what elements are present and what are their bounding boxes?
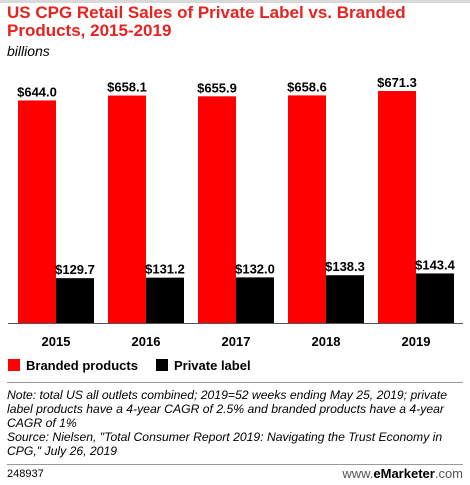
branded-value-label-2017: $655.9 [197, 80, 237, 95]
private-value-label-2016: $131.2 [145, 262, 185, 277]
branded-value-label-2016: $658.1 [107, 80, 147, 95]
note-text: Note: total US all outlets combined; 201… [7, 388, 448, 430]
private-value-label-2019: $143.4 [415, 257, 456, 272]
x-tick-label-2017: 2017 [222, 334, 251, 349]
branded-bar-2019 [378, 91, 416, 323]
private-bar-2015 [56, 278, 94, 323]
legend-item-branded: Branded products [8, 358, 138, 373]
x-tick-label-2016: 2016 [132, 334, 161, 349]
private-bar-2017 [236, 277, 274, 323]
x-tick-label-2019: 2019 [402, 334, 431, 349]
branded-value-label-2015: $644.0 [17, 84, 57, 99]
branded-bar-2017 [198, 96, 236, 324]
branded-value-label-2018: $658.6 [287, 79, 327, 94]
brand-name: eMarketer [373, 466, 435, 481]
x-tick-label-2018: 2018 [312, 334, 341, 349]
brand-prefix: www. [342, 466, 374, 481]
notes-block: Note: total US all outlets combined; 201… [7, 388, 469, 458]
private-value-label-2018: $138.3 [325, 259, 365, 274]
legend: Branded products Private label [8, 356, 269, 374]
branded-bar-2015 [18, 100, 56, 323]
brand-logo: www.eMarketer.com [342, 466, 463, 481]
private-bar-2019 [416, 273, 454, 323]
private-bar-2018 [326, 275, 364, 323]
legend-label-branded: Branded products [26, 357, 138, 373]
source-text: Source: Nielsen, "Total Consumer Report … [7, 430, 443, 458]
brand-suffix: .com [434, 466, 463, 481]
legend-item-private: Private label [155, 357, 251, 373]
chart-subtitle: billions [7, 43, 50, 59]
footer-divider [7, 464, 463, 465]
legend-swatch-private [155, 359, 168, 371]
chart-id: 248937 [7, 468, 44, 480]
top-rule [0, 0, 470, 3]
chart-title: US CPG Retail Sales of Private Label vs.… [7, 3, 406, 40]
private-value-label-2017: $132.0 [235, 261, 275, 276]
bar-chart: $644.0 $129.7 2015 $658.1 $131.2 2016 $655.9 $1… [8, 75, 463, 349]
notes-divider [7, 382, 463, 383]
private-value-label-2015: $129.7 [55, 262, 95, 277]
legend-swatch-branded [8, 359, 20, 371]
legend-label-private: Private label [173, 357, 251, 373]
x-tick-label-2015: 2015 [42, 334, 71, 349]
branded-value-label-2019: $671.3 [377, 75, 417, 90]
branded-bar-2016 [108, 95, 146, 323]
private-bar-2016 [146, 277, 184, 323]
branded-bar-2018 [288, 95, 326, 323]
